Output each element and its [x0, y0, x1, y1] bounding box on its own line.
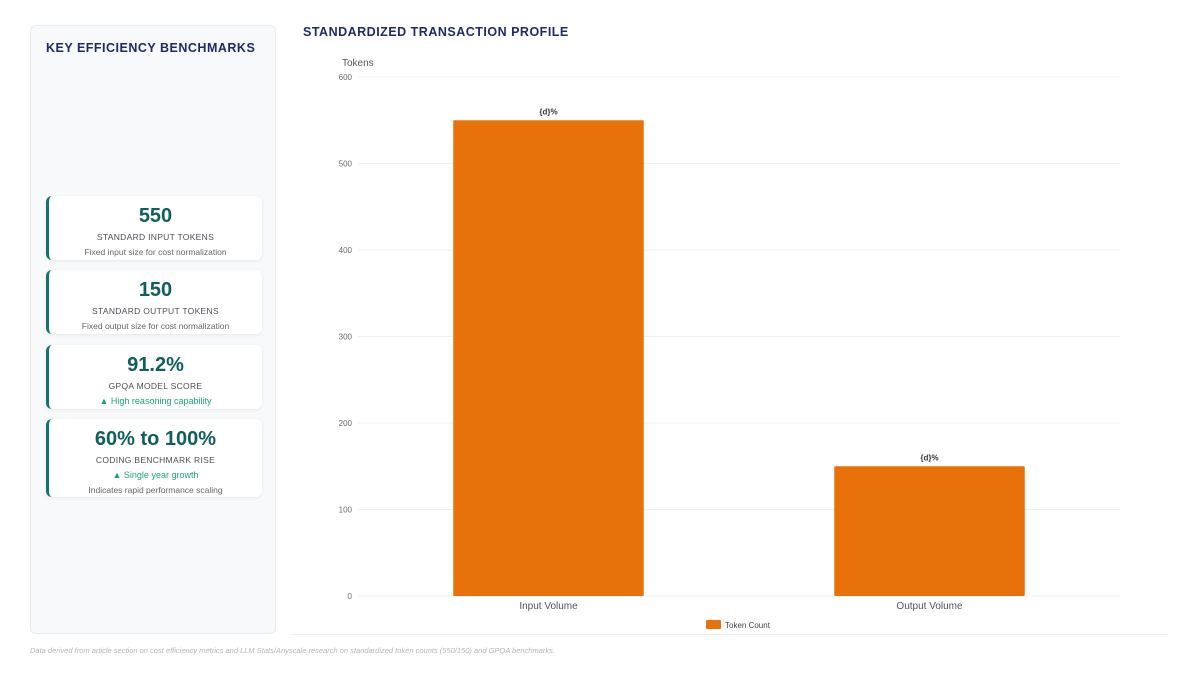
bar-input-volume [453, 120, 644, 596]
kpi-value: 150 [138, 279, 173, 301]
kpi-label: CODING BENCHMARK RISE [95, 455, 216, 465]
y-tick-label: 600 [339, 73, 353, 82]
data-label: {d}% [920, 453, 938, 462]
kpi-note: Fixed input size for cost normalization [84, 247, 227, 257]
kpi-trend: ▲ High reasoning capability [99, 396, 212, 406]
panel-divider [290, 634, 1168, 635]
kpi-value: 91.2% [127, 354, 184, 376]
kpi-card-gpqa-score: 91.2% GPQA MODEL SCORE ▲ High reasoning … [46, 345, 262, 409]
kpi-card-input-tokens: 550 STANDARD INPUT TOKENS Fixed input si… [46, 196, 262, 260]
legend-swatch [706, 620, 721, 629]
y-axis-label: Tokens [342, 58, 374, 69]
kpi-card-coding-benchmark: 60% to 100% CODING BENCHMARK RISE ▲ Sing… [46, 419, 262, 497]
y-tick-label: 400 [339, 246, 353, 255]
benchmarks-panel: KEY EFFICIENCY BENCHMARKS 550 STANDARD I… [30, 25, 276, 634]
legend-label: Token Count [725, 621, 771, 630]
chart-title: STANDARDIZED TRANSACTION PROFILE [303, 25, 569, 39]
y-tick-label: 200 [339, 419, 353, 428]
kpi-trend: ▲ Single year growth [112, 470, 199, 480]
y-tick-label: 500 [339, 160, 353, 169]
footnote: Data derived from article section on cos… [30, 646, 555, 655]
data-label: {d}% [539, 107, 557, 116]
x-tick-label: Output Volume [896, 601, 963, 612]
panel-title: KEY EFFICIENCY BENCHMARKS [46, 41, 256, 55]
kpi-label: STANDARD INPUT TOKENS [96, 232, 215, 242]
kpi-value: 60% to 100% [94, 428, 217, 450]
x-tick-label: Input Volume [519, 601, 578, 612]
y-tick-label: 0 [348, 592, 353, 601]
y-tick-label: 300 [339, 333, 353, 342]
kpi-label: GPQA MODEL SCORE [108, 381, 203, 391]
y-tick-label: 100 [339, 506, 353, 515]
kpi-note: Fixed output size for cost normalization [81, 321, 230, 331]
kpi-label: STANDARD OUTPUT TOKENS [92, 306, 219, 316]
kpi-card-output-tokens: 150 STANDARD OUTPUT TOKENS Fixed output … [46, 270, 262, 334]
kpi-value: 550 [138, 205, 173, 227]
kpi-note: Indicates rapid performance scaling [88, 485, 223, 495]
bar-output-volume [834, 466, 1025, 596]
